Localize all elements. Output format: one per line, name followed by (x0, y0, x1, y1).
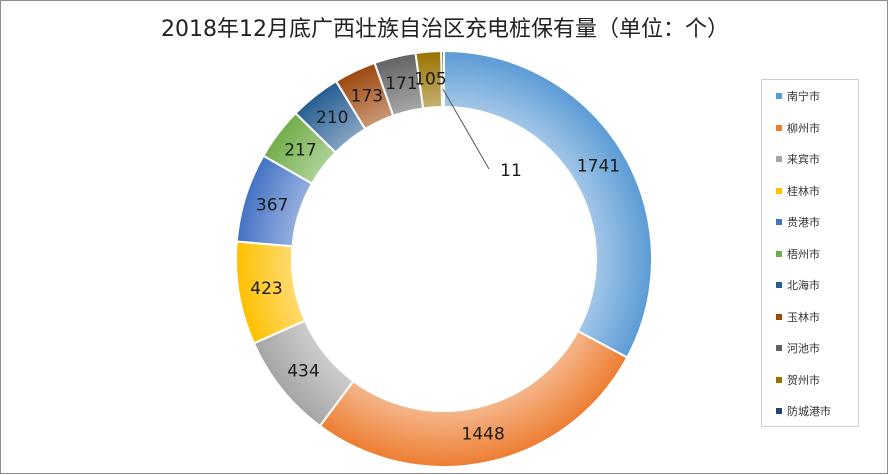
data-label-2: 1448 (462, 425, 505, 445)
legend-label: 北海市 (787, 279, 820, 292)
legend-swatch (776, 313, 782, 320)
legend-label: 梧州市 (787, 247, 820, 261)
data-label-10: 105 (414, 70, 446, 90)
chart-title: 2018年12月底广西壮族自治区充电桩保有量（单位：个） (161, 17, 729, 42)
leader-line-11 (442, 88, 490, 170)
donut-slice-11 (440, 49, 445, 109)
legend-item-1: 南宁市 (776, 88, 820, 104)
donut-slice-2 (318, 329, 629, 468)
legend-swatch (776, 187, 782, 194)
legend-label: 贺州市 (787, 373, 820, 387)
data-label-9: 171 (385, 74, 417, 94)
legend-label: 贵港市 (787, 216, 820, 229)
data-label-3: 434 (287, 361, 319, 381)
data-label-1: 1741 (577, 157, 620, 177)
leader-lines (442, 88, 490, 170)
legend-label: 玉林市 (787, 310, 820, 324)
legend-label: 桂林市 (787, 184, 820, 198)
legend-swatch (776, 250, 782, 257)
data-label-8: 173 (351, 86, 383, 106)
data-label-6: 217 (284, 140, 316, 160)
legend-item-5: 贵港市 (776, 214, 820, 230)
legend-label: 来宾市 (787, 153, 820, 166)
legend-swatch (776, 124, 782, 131)
data-label-4: 423 (250, 279, 282, 299)
legend-item-4: 桂林市 (776, 183, 820, 199)
legend-item-8: 玉林市 (776, 309, 820, 325)
legend-swatch (776, 345, 782, 351)
data-label-7: 210 (316, 108, 348, 128)
legend-swatch (776, 93, 782, 99)
legend-item-11: 防城港市 (776, 403, 831, 419)
donut-slice-1 (443, 49, 653, 359)
legend-item-3: 来宾市 (776, 151, 820, 167)
data-label-11: 11 (500, 161, 522, 181)
legend-item-10: 贺州市 (776, 372, 820, 388)
legend: 南宁市柳州市来宾市桂林市贵港市梧州市北海市玉林市河池市贺州市防城港市 (761, 79, 859, 427)
legend-swatch (776, 219, 782, 225)
data-label-5: 367 (256, 196, 288, 216)
legend-item-2: 柳州市 (776, 120, 820, 136)
legend-swatch (776, 408, 782, 414)
legend-swatch (776, 156, 782, 162)
legend-swatch (776, 282, 782, 288)
legend-item-6: 梧州市 (776, 246, 820, 262)
legend-item-9: 河池市 (776, 340, 820, 356)
legend-label: 河池市 (787, 342, 820, 355)
legend-label: 南宁市 (787, 90, 820, 103)
legend-label: 防城港市 (787, 405, 831, 418)
legend-swatch (776, 376, 782, 383)
legend-item-7: 北海市 (776, 277, 820, 293)
donut-slices (235, 49, 653, 468)
legend-label: 柳州市 (787, 121, 820, 135)
